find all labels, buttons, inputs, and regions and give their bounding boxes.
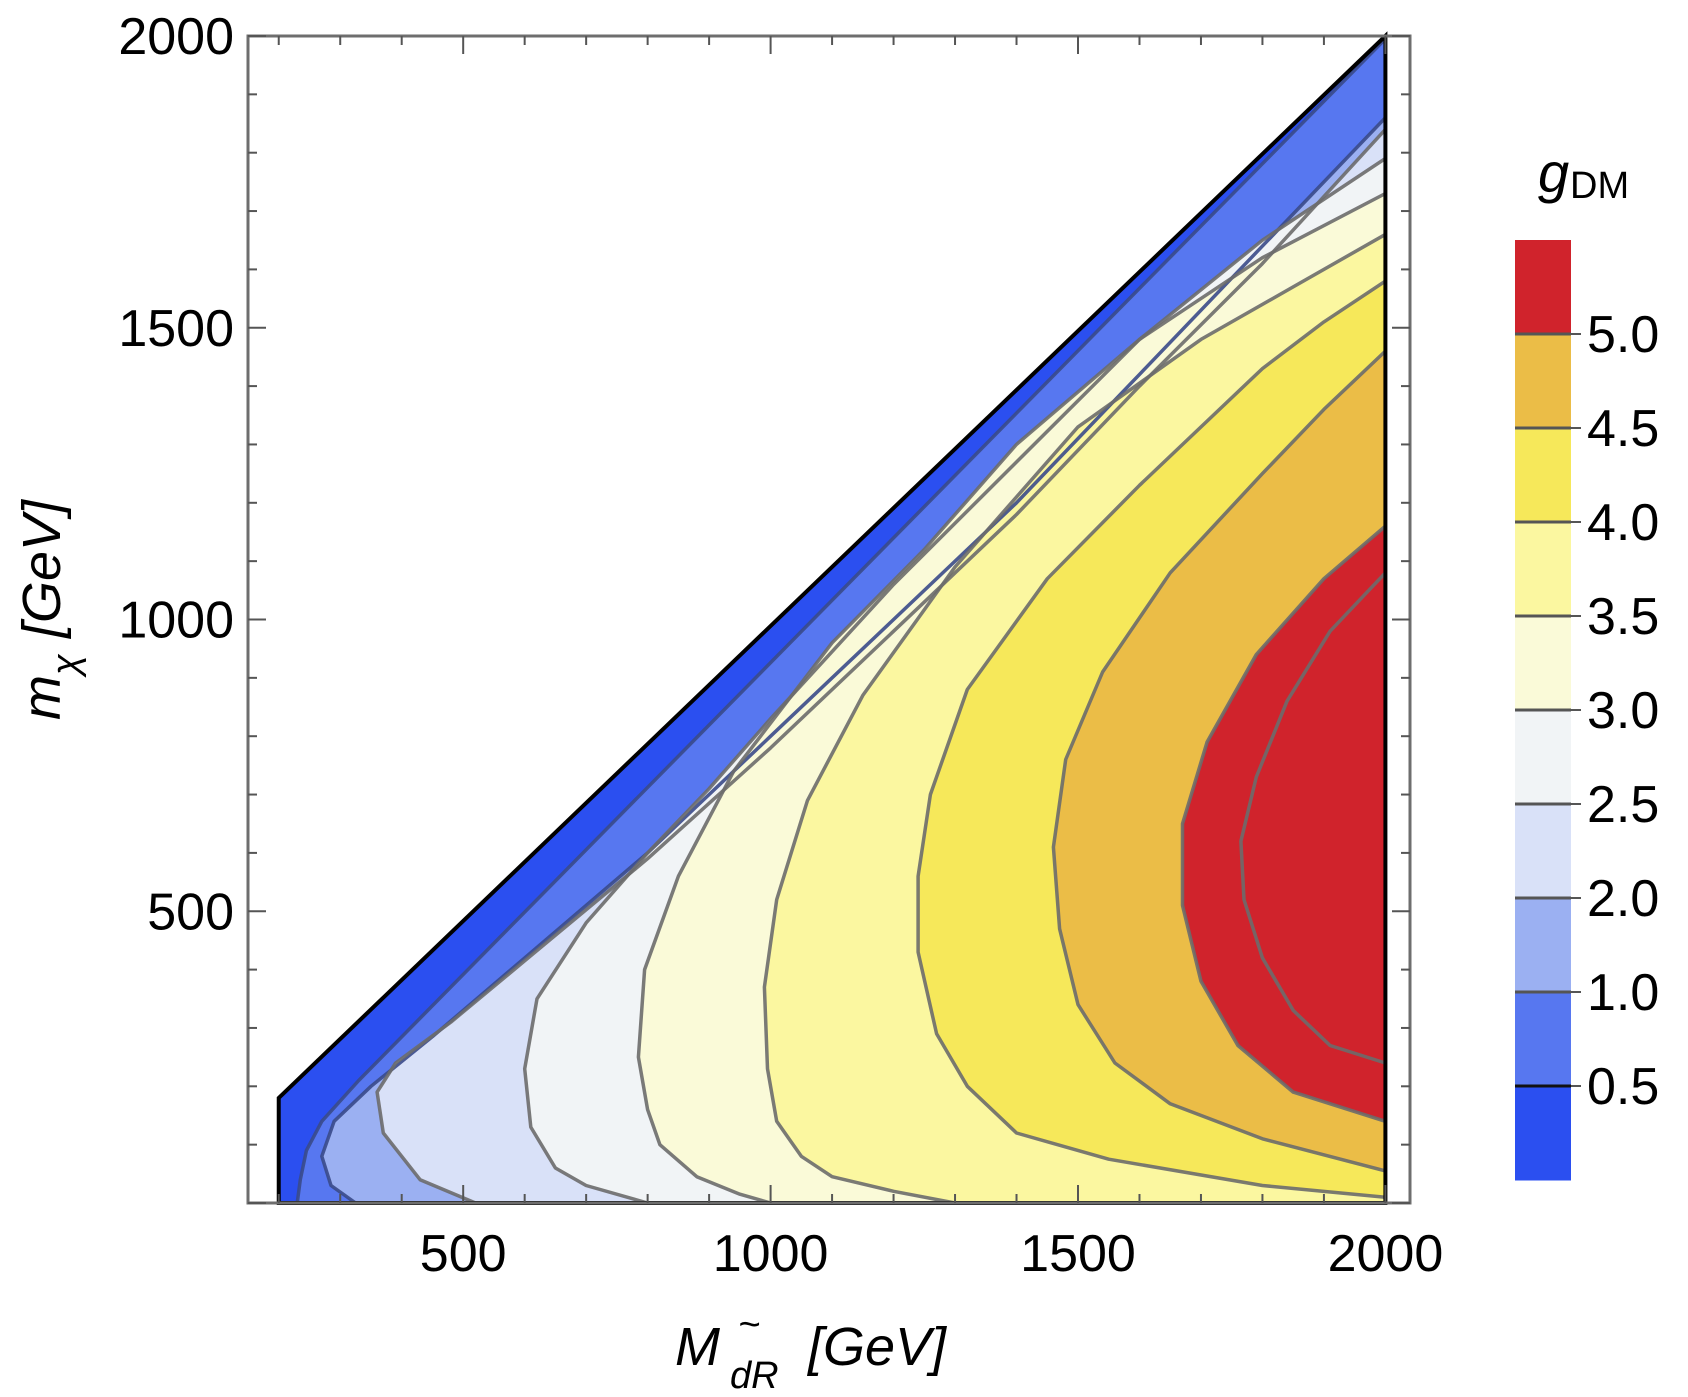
contour-line-2 xyxy=(375,128,1386,1203)
legend-colorbar xyxy=(1515,240,1581,1181)
contour-line-5 xyxy=(1180,524,1386,1123)
legend-title: g xyxy=(1538,141,1569,204)
legend-swatch-7 xyxy=(1515,428,1571,523)
y-tick-label: 2000 xyxy=(118,8,234,66)
contour-line-3 xyxy=(636,191,1386,1203)
legend-level-label: 3.5 xyxy=(1587,588,1659,646)
y-axis-title: m χ [GeV] xyxy=(12,498,87,720)
contour-line-3.5 xyxy=(762,232,1386,1203)
y-tick-label: 1500 xyxy=(118,300,234,358)
y-axis-title-main: m xyxy=(12,675,72,720)
y-tick-label: 500 xyxy=(147,883,234,941)
legend-swatch-0 xyxy=(1515,1086,1571,1181)
legend-level-label: 3.0 xyxy=(1587,682,1659,740)
contour-line-2.5 xyxy=(522,157,1386,1203)
legend-swatch-4 xyxy=(1515,710,1571,805)
y-axis-title-subscript: χ xyxy=(45,653,87,678)
legend-labels: 0.5 1.0 2.0 2.5 3.0 3.5 4.0 4.5 5.0 xyxy=(1587,306,1659,1116)
legend-swatch-3 xyxy=(1515,804,1571,899)
x-axis-title: M xyxy=(675,1317,720,1377)
contour-line-0.5 xyxy=(295,37,1386,1203)
x-tick-label: 500 xyxy=(420,1225,507,1283)
legend-level-label: 5.0 xyxy=(1587,306,1659,364)
x-axis-title-subscript: dR xyxy=(730,1355,779,1397)
contour-line-4.5 xyxy=(1051,349,1386,1173)
x-axis-title-accent: ~ xyxy=(738,1304,760,1346)
contour-band-10 xyxy=(1240,572,1386,1203)
legend-level-label: 2.5 xyxy=(1587,776,1659,834)
legend-title-subscript: DM xyxy=(1570,165,1629,207)
legend-level-label: 4.0 xyxy=(1587,494,1659,552)
x-tick-label: 1000 xyxy=(713,1225,829,1283)
legend-swatch-8 xyxy=(1515,334,1571,429)
legend-level-label: 1.0 xyxy=(1587,964,1659,1022)
axis-ticks: 500 1000 1500 2000 500 1000 1500 2000 xyxy=(118,8,1443,1283)
contour-line-5.5 xyxy=(1239,571,1386,1065)
legend-swatch-1 xyxy=(1515,992,1571,1087)
x-tick-label: 1500 xyxy=(1020,1225,1136,1283)
legend-level-label: 0.5 xyxy=(1587,1058,1659,1116)
legend-level-label: 4.5 xyxy=(1587,400,1659,458)
plot-area xyxy=(248,31,1410,1205)
y-axis-title-units: [GeV] xyxy=(12,498,72,640)
y-tick-label: 1000 xyxy=(118,592,234,650)
contour-line-4 xyxy=(916,279,1386,1199)
legend-level-label: 2.0 xyxy=(1587,870,1659,928)
x-axis-title-units: [GeV] xyxy=(806,1317,948,1377)
legend-swatch-9 xyxy=(1515,240,1571,335)
x-axis-title-main: M xyxy=(675,1317,720,1377)
x-tick-label: 2000 xyxy=(1328,1225,1444,1283)
legend-swatch-2 xyxy=(1515,898,1571,993)
legend-swatch-6 xyxy=(1515,522,1571,617)
contour-fill-group xyxy=(278,36,1386,1203)
legend-swatch-5 xyxy=(1515,616,1571,711)
legend: g DM 0.5 1.0 2.0 2.5 3.0 3.5 4.0 4.5 5.0 xyxy=(1515,141,1659,1181)
